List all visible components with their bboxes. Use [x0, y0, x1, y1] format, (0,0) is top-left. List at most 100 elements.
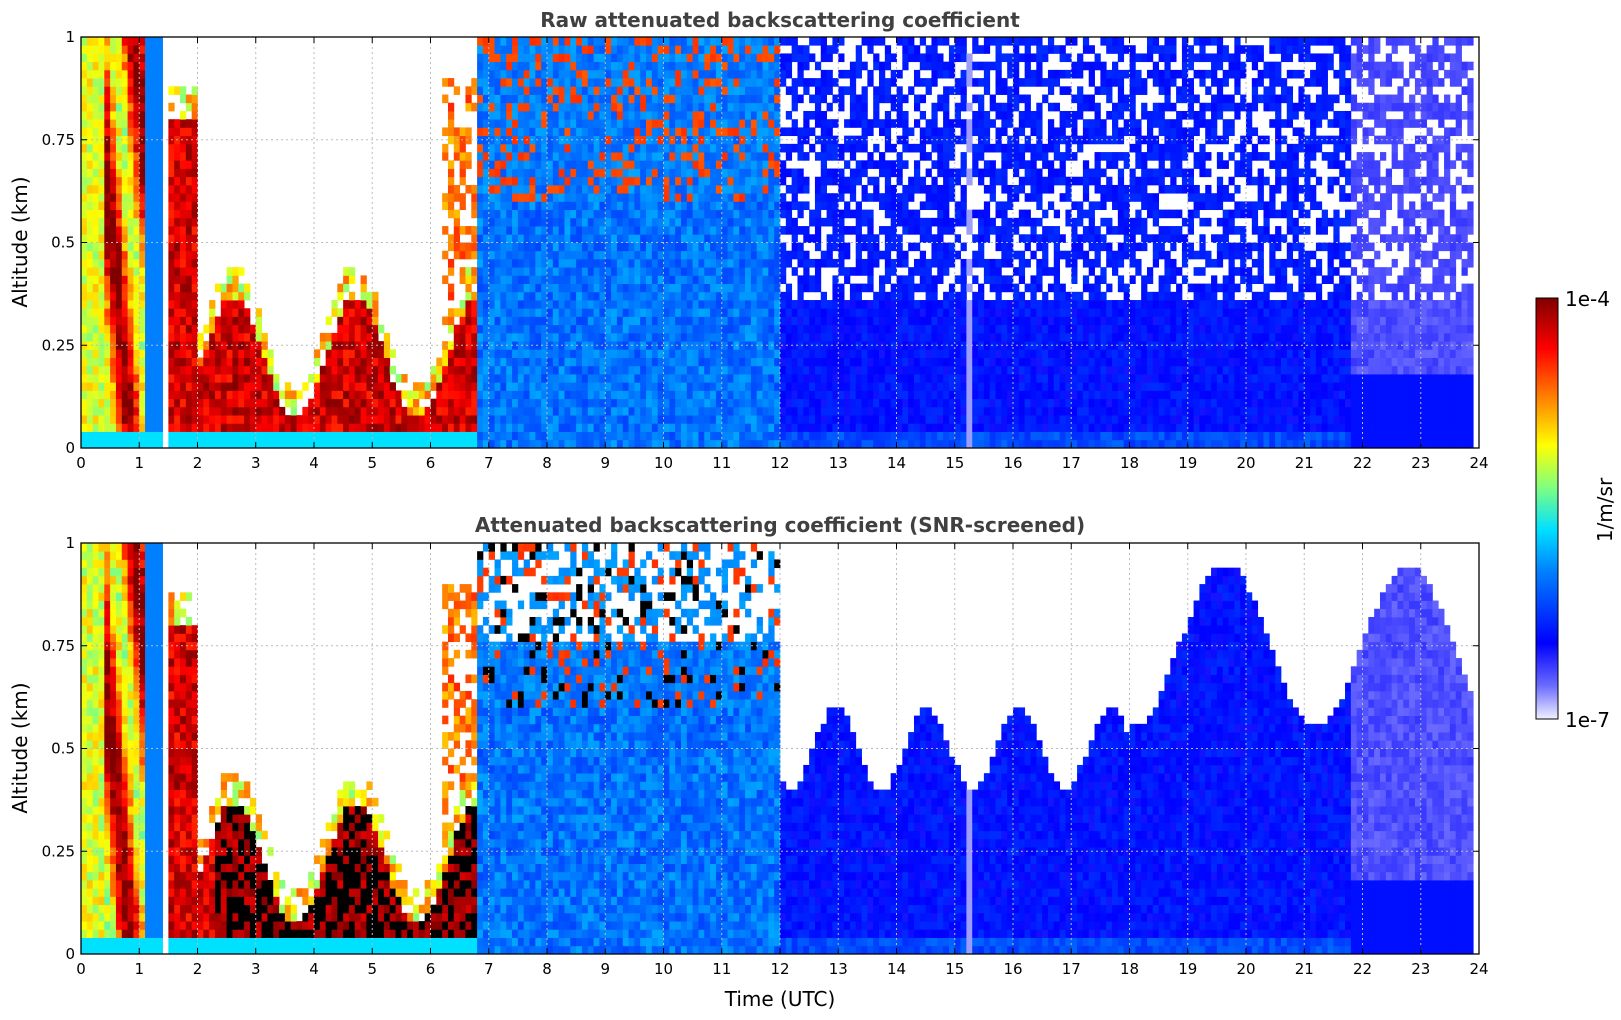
heatmap-cell [855, 217, 862, 227]
heatmap-cell [849, 390, 857, 400]
heatmap-cell [785, 37, 793, 46]
heatmap-cell [418, 423, 426, 432]
heatmap-cell [826, 242, 833, 252]
heatmap-cell [756, 168, 763, 178]
heatmap-cell [343, 316, 350, 326]
heatmap-cell [180, 176, 187, 186]
heatmap-cell [715, 374, 723, 383]
heatmap-cell [727, 406, 734, 416]
heatmap-cell [698, 127, 705, 137]
heatmap-cell [115, 61, 123, 71]
heatmap-cell [715, 242, 723, 252]
heatmap-cell [133, 291, 140, 301]
heatmap-cell [506, 423, 513, 432]
heatmap-cell [482, 86, 490, 95]
heatmap-cell [814, 226, 822, 235]
heatmap-cell [197, 390, 204, 400]
heatmap-cell [139, 201, 146, 211]
heatmap-cell [873, 184, 880, 194]
heatmap-cell [395, 374, 402, 383]
heatmap-cell [727, 78, 734, 87]
heatmap-cell [430, 365, 437, 375]
heatmap-cell [704, 324, 711, 334]
heatmap-cell [820, 258, 827, 268]
heatmap-cell [273, 390, 280, 400]
heatmap-cell [523, 217, 530, 227]
heatmap-cell [465, 365, 472, 375]
heatmap-cell [104, 94, 111, 104]
heatmap-cell [832, 135, 839, 145]
heatmap-cell [745, 127, 752, 137]
heatmap-cell [616, 406, 624, 416]
heatmap-cell [581, 110, 589, 120]
heatmap-cell [879, 324, 886, 334]
heatmap-cell [174, 275, 181, 284]
heatmap-cell [581, 78, 589, 87]
heatmap-cell [867, 308, 874, 317]
heatmap-cell [547, 160, 554, 169]
heatmap-cell [721, 201, 728, 211]
heatmap-cell [197, 415, 204, 424]
heatmap-cell [150, 258, 158, 268]
heatmap-cell [482, 119, 490, 128]
heatmap-cell [232, 365, 239, 375]
heatmap-cell [92, 398, 99, 408]
heatmap-cell [512, 382, 519, 391]
heatmap-cell [663, 423, 670, 432]
heatmap-cell [605, 201, 612, 211]
heatmap-cell [442, 439, 449, 449]
heatmap-cell [640, 45, 647, 54]
heatmap-cell [675, 94, 682, 104]
heatmap-cell [832, 168, 839, 178]
heatmap-cell [832, 119, 839, 128]
heatmap-cell [209, 357, 216, 367]
heatmap-cell [622, 365, 629, 375]
heatmap-cell [715, 127, 723, 137]
heatmap-cell [879, 390, 886, 400]
heatmap-cell [686, 201, 694, 211]
heatmap-cell [191, 390, 198, 400]
heatmap-cell [168, 168, 175, 178]
heatmap-cell [127, 160, 134, 169]
heatmap-cell [861, 365, 868, 375]
heatmap-cell [855, 160, 862, 169]
heatmap-cell [675, 45, 682, 54]
heatmap-cell [564, 94, 571, 104]
heatmap-cell [261, 332, 268, 342]
heatmap-cell [669, 234, 676, 243]
heatmap-cell [669, 283, 676, 293]
heatmap-cell [739, 258, 746, 268]
heatmap-cell [838, 69, 845, 79]
heatmap-cell [692, 119, 699, 128]
heatmap-cell [465, 341, 472, 350]
heatmap-cell [477, 431, 484, 441]
heatmap-cell [640, 300, 647, 309]
heatmap-cell [867, 431, 874, 441]
heatmap-cell [809, 374, 816, 383]
heatmap-cell [174, 160, 181, 169]
heatmap-cell [657, 37, 664, 46]
heatmap-cell [809, 349, 816, 358]
heatmap-cell [482, 332, 490, 342]
heatmap-cell [715, 316, 723, 326]
heatmap-cell [622, 61, 629, 71]
heatmap-cell [797, 168, 804, 178]
heatmap-cell [92, 102, 99, 112]
heatmap-cell [564, 201, 571, 211]
heatmap-cell [768, 439, 775, 449]
heatmap-cell [593, 152, 600, 161]
heatmap-cell [512, 283, 519, 293]
heatmap-cell [104, 152, 111, 161]
heatmap-cell [855, 69, 862, 79]
heatmap-cell [727, 267, 734, 276]
heatmap-cell [692, 258, 699, 268]
heatmap-cell [675, 332, 682, 342]
heatmap-cell [180, 390, 187, 400]
heatmap-cell [820, 390, 827, 400]
heatmap-cell [704, 300, 711, 309]
heatmap-cell [506, 267, 513, 276]
heatmap-cell [797, 69, 804, 79]
heatmap-cell [756, 242, 763, 252]
heatmap-cell [704, 217, 711, 227]
heatmap-cell [139, 119, 146, 128]
